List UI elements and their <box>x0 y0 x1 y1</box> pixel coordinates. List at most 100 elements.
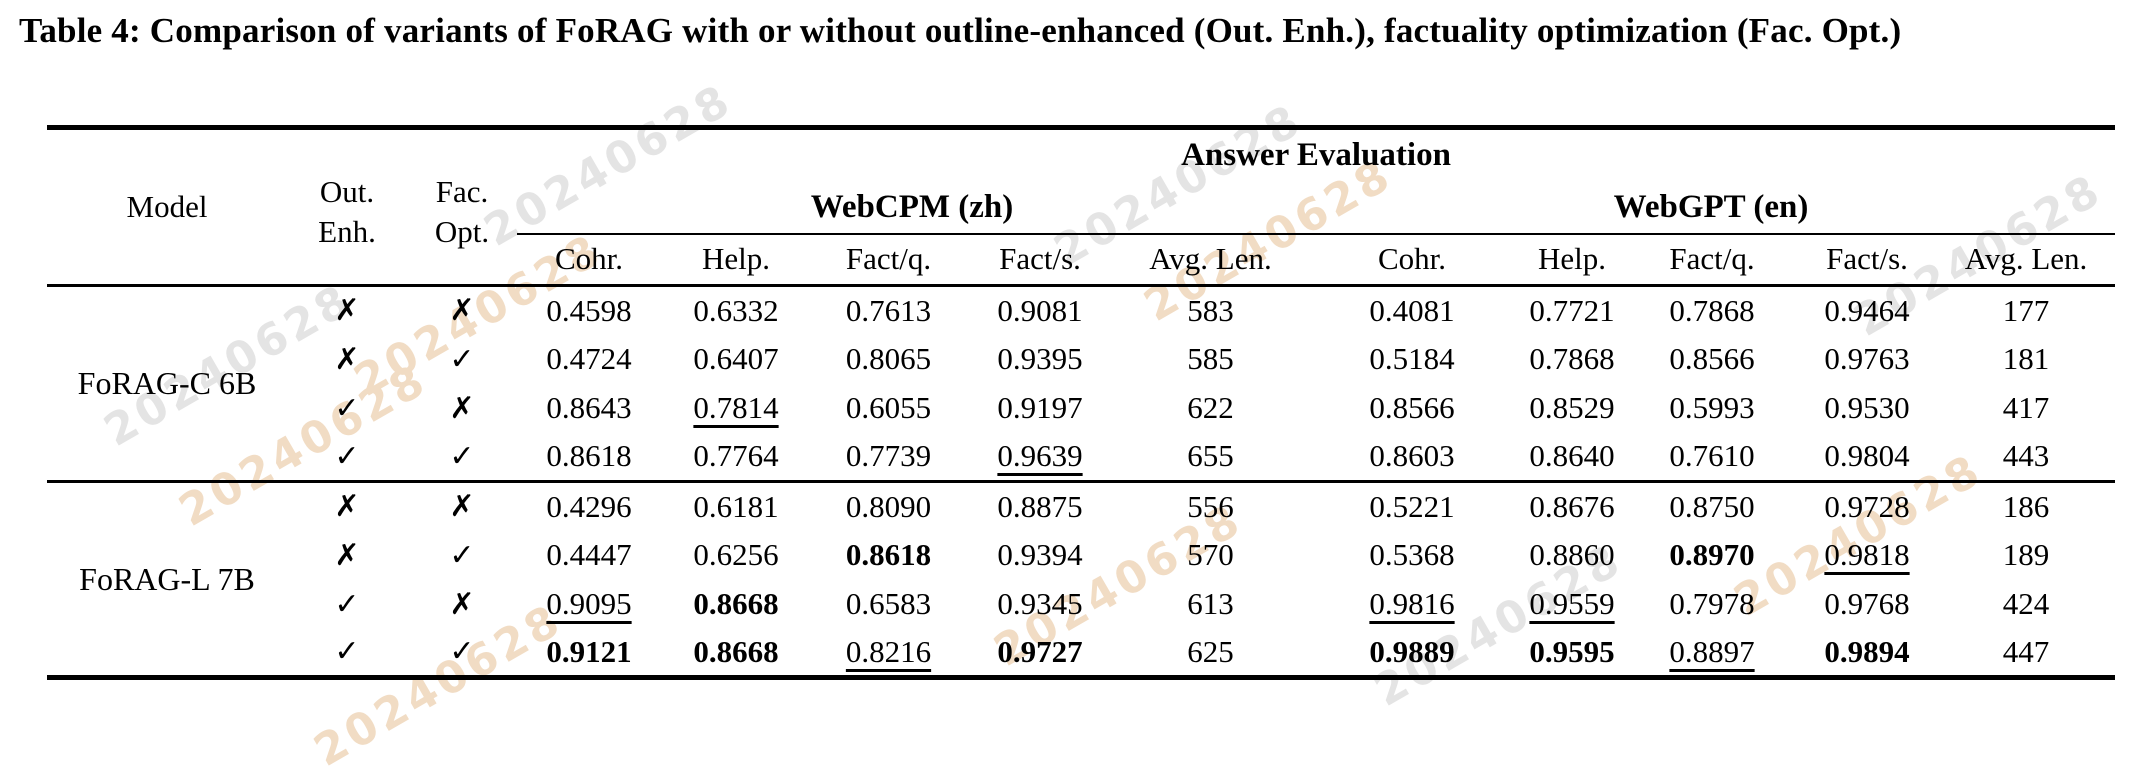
metric-value: 0.9081 <box>966 286 1114 335</box>
metric-text: 0.9894 <box>1824 633 1910 669</box>
out-enh-mark: ✓ <box>287 580 407 629</box>
metric-text: 0.4598 <box>546 292 632 328</box>
metric-value: 0.5184 <box>1307 335 1517 384</box>
metric-text: 0.4724 <box>546 341 632 376</box>
metric-text: 0.8643 <box>546 390 632 425</box>
metric-value: 0.7764 <box>661 432 811 483</box>
metric-text: 0.9768 <box>1824 586 1910 621</box>
metric-value: 0.9345 <box>966 580 1114 629</box>
metric-text: 622 <box>1187 390 1234 425</box>
metric-value: 655 <box>1114 432 1307 483</box>
metric-value: 0.9197 <box>966 384 1114 433</box>
metric-text: 0.8668 <box>693 586 779 621</box>
metric-text: 0.8860 <box>1529 537 1615 572</box>
metric-text: 0.8750 <box>1669 488 1755 524</box>
metric-text: 0.5368 <box>1369 537 1455 572</box>
metric-value: 447 <box>1937 629 2115 678</box>
metric-value: 0.7739 <box>811 432 966 483</box>
metric-value: 0.9818 <box>1797 531 1937 580</box>
metric-value: 0.8065 <box>811 335 966 384</box>
metric-value: 0.9394 <box>966 531 1114 580</box>
metric-value: 0.7868 <box>1517 335 1627 384</box>
metric-text: 613 <box>1187 586 1234 621</box>
metric-value: 622 <box>1114 384 1307 433</box>
column-header-out-enh-line1: Out. <box>319 174 375 210</box>
metric-value: 0.9894 <box>1797 629 1937 678</box>
table-group-forag-l: FoRAG-L 7B ✗ ✗ 0.4296 0.6181 0.8090 0.8875 556 0… <box>47 482 2115 678</box>
fac-opt-mark: ✗ <box>407 482 517 531</box>
metric-value: 0.9639 <box>966 432 1114 483</box>
column-group-webgpt-en: WebGPT (en) <box>1307 181 2116 235</box>
metric-text: 0.6055 <box>845 390 932 425</box>
metric-value: 0.9464 <box>1797 286 1937 335</box>
metric-value: 0.8618 <box>517 432 661 483</box>
metric-value: 0.9395 <box>966 335 1114 384</box>
cross-icon: ✗ <box>334 293 360 329</box>
metric-text: 0.8897 <box>1669 633 1755 669</box>
metric-text: 0.4447 <box>546 537 632 572</box>
metric-value: 0.8529 <box>1517 384 1627 433</box>
column-group-webcpm-zh: WebCPM (zh) <box>517 181 1307 235</box>
metric-text: 0.8875 <box>997 488 1083 524</box>
header-row-subcolumns: Cohr. Help. Fact/q. Fact/s. Avg. Len. Cohr. He… <box>47 233 2116 287</box>
metric-text: 0.9345 <box>997 586 1083 621</box>
column-header-help: Help. <box>661 233 811 287</box>
metric-text: 0.9727 <box>997 633 1083 669</box>
metric-value: 0.9121 <box>517 629 661 678</box>
metric-value: 0.8603 <box>1307 432 1517 483</box>
metric-value: 0.7814 <box>661 384 811 433</box>
column-header-avg-len: Avg. Len. <box>1114 233 1307 287</box>
metric-text: 0.9121 <box>546 633 632 669</box>
metric-text: 0.9395 <box>997 341 1083 376</box>
metric-value: 0.4447 <box>517 531 661 580</box>
metric-value: 0.9095 <box>517 580 661 629</box>
metric-value: 583 <box>1114 286 1307 335</box>
out-enh-mark: ✗ <box>287 482 407 531</box>
metric-text: 0.8618 <box>546 438 632 474</box>
table-row: ✗ ✓ 0.4724 0.6407 0.8065 0.9395 585 0.5184 0.786… <box>47 335 2115 384</box>
table-group-forag-c: FoRAG-C 6B ✗ ✗ 0.4598 0.6332 0.7613 0.9081 583 0… <box>47 285 2116 483</box>
metric-text: 0.6181 <box>693 488 779 524</box>
metric-value: 0.8668 <box>661 580 811 629</box>
metric-value: 0.8676 <box>1517 482 1627 531</box>
column-header-help: Help. <box>1517 233 1627 287</box>
metric-value: 0.8643 <box>517 384 661 433</box>
cross-icon: ✗ <box>334 341 360 377</box>
table-row: FoRAG-L 7B ✗ ✗ 0.4296 0.6181 0.8090 0.8875 556 0… <box>47 482 2115 597</box>
cross-icon: ✗ <box>449 390 475 426</box>
metric-value: 613 <box>1114 580 1307 629</box>
column-header-cohr: Cohr. <box>1307 233 1517 287</box>
metric-text: 0.6583 <box>845 586 932 621</box>
metric-value: 0.8860 <box>1517 531 1627 580</box>
table-row: ✓ ✓ 0.8618 0.7764 0.7739 0.9639 655 0.8603 0.864… <box>47 432 2116 483</box>
metric-value: 0.9804 <box>1797 432 1937 483</box>
metric-value: 0.9595 <box>1517 629 1627 678</box>
column-header-avg-len: Avg. Len. <box>1937 233 2116 287</box>
metric-value: 0.8897 <box>1627 629 1797 678</box>
metric-text: 0.8566 <box>1669 341 1755 376</box>
metric-value: 0.7978 <box>1627 580 1797 629</box>
fac-opt-mark: ✓ <box>407 629 517 678</box>
column-header-out-enh: Out. Enh. <box>287 127 407 287</box>
metric-value: 556 <box>1114 482 1307 531</box>
metric-text: 0.6256 <box>693 537 779 572</box>
metric-text: 0.8090 <box>845 488 932 524</box>
fac-opt-mark: ✗ <box>407 580 517 629</box>
metric-value: 0.4598 <box>517 286 661 335</box>
metric-value: 0.7721 <box>1517 286 1627 335</box>
metric-text: 0.9081 <box>997 292 1083 328</box>
metric-value: 189 <box>1937 531 2115 580</box>
metric-value: 625 <box>1114 629 1307 678</box>
metric-value: 0.7610 <box>1627 432 1797 483</box>
metric-text: 0.7868 <box>1529 341 1615 376</box>
metric-text: 417 <box>2002 390 2050 425</box>
table-row: FoRAG-C 6B ✗ ✗ 0.4598 0.6332 0.7613 0.9081 583 0… <box>47 285 2115 483</box>
out-enh-mark: ✗ <box>287 531 407 580</box>
metric-value: 177 <box>1937 286 2115 335</box>
metric-value: 417 <box>1937 384 2115 433</box>
metric-text: 583 <box>1187 292 1234 328</box>
metric-value: 0.7613 <box>811 286 966 335</box>
column-header-model: Model <box>47 127 287 287</box>
metric-text: 0.5221 <box>1369 488 1455 524</box>
cross-icon: ✗ <box>449 293 475 329</box>
